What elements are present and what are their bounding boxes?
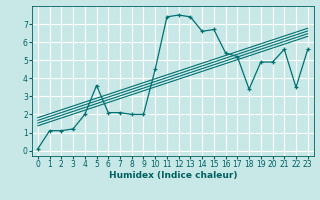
X-axis label: Humidex (Indice chaleur): Humidex (Indice chaleur) — [108, 171, 237, 180]
